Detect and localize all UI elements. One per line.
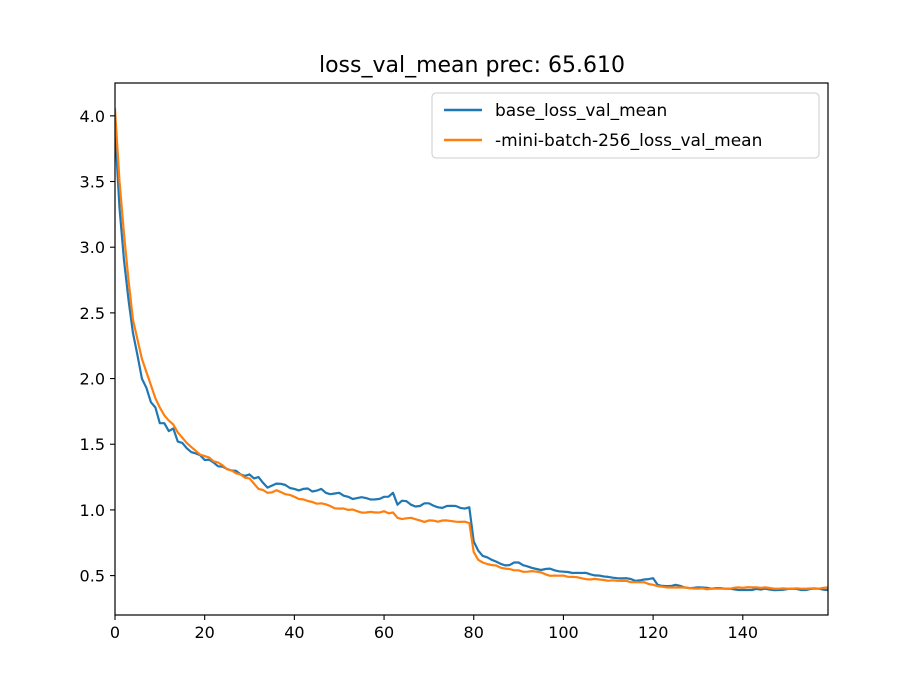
y-tick-label: 4.0 <box>80 107 105 126</box>
x-tick-label: 140 <box>728 623 759 642</box>
series-line-1 <box>115 127 828 592</box>
y-tick-label: 3.5 <box>80 173 105 192</box>
y-tick-label: 0.5 <box>80 567 105 586</box>
series-line-2 <box>115 108 828 591</box>
x-tick-label: 80 <box>464 623 484 642</box>
legend-label: -mini-batch-256_loss_val_mean <box>495 131 762 151</box>
x-tick-label: 120 <box>638 623 669 642</box>
axes-layer: 0 20 40 60 80 100 120 140 0.5 1.0 1.5 2.0 2.5 3.0 3.5 4… <box>80 82 829 642</box>
y-tick-label: 2.0 <box>80 370 105 389</box>
x-tick-label: 60 <box>374 623 394 642</box>
y-tick-label: 2.5 <box>80 304 105 323</box>
legend-label: base_loss_val_mean <box>495 101 667 121</box>
y-tick-label: 1.5 <box>80 435 105 454</box>
y-tick-label: 1.0 <box>80 501 105 520</box>
y-tick-label: 3.0 <box>80 238 105 257</box>
x-tick-label: 20 <box>195 623 215 642</box>
x-tick-label: 40 <box>284 623 304 642</box>
legend-box <box>431 92 820 159</box>
series-layer <box>115 108 828 592</box>
x-tick-label: 0 <box>110 623 120 642</box>
chart-title: loss_val_mean prec: 65.610 <box>319 53 625 78</box>
x-tick-label: 100 <box>548 623 579 642</box>
legend: base_loss_val_mean -mini-batch-256_loss_v… <box>431 92 820 159</box>
plot-frame <box>114 82 829 616</box>
